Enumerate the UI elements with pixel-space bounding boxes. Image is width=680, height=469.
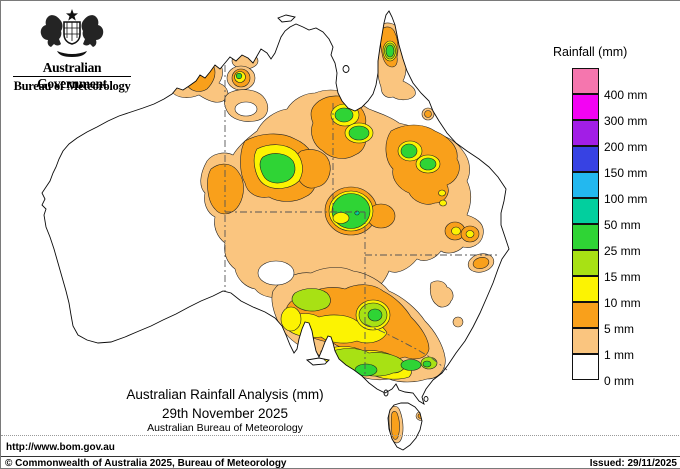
rainfall-contours [149, 22, 495, 444]
footer-divider [1, 456, 680, 457]
bureau-title: Bureau of Meteorology [13, 79, 131, 93]
legend-title: Rainfall (mm) [553, 45, 628, 59]
coastline [41, 10, 510, 451]
legend-swatch-10 [572, 276, 599, 302]
legend-swatch-100 [572, 172, 599, 198]
map-title: Australian Rainfall Analysis (mm) [126, 387, 324, 402]
legend-label-200: 200 mm [604, 140, 648, 154]
legend-label-5: 5 mm [604, 322, 634, 336]
state-borders [224, 65, 500, 377]
legend-swatch-1 [572, 328, 599, 354]
legend-swatch-5 [572, 302, 599, 328]
legend-label-150: 150 mm [604, 166, 648, 180]
map-organisation: Australian Bureau of Meteorology [147, 422, 303, 434]
legend-swatch-25 [572, 224, 599, 250]
legend-label-300: 300 mm [604, 114, 648, 128]
bom-url: http://www.bom.gov.au [6, 442, 115, 453]
legend-label-0: 0 mm [604, 374, 634, 388]
legend-swatch-200 [572, 120, 599, 146]
legend-label-15: 15 mm [604, 270, 641, 284]
legend-label-1: 1 mm [604, 348, 634, 362]
issued-date: Issued: 29/11/2025 [589, 458, 677, 469]
legend-label-10: 10 mm [604, 296, 641, 310]
header-divider [13, 76, 131, 77]
legend-label-50: 50 mm [604, 218, 641, 232]
government-title: Australian Government [37, 60, 107, 91]
copyright-text: © Commonwealth of Australia 2025, Bureau… [5, 458, 287, 469]
legend-swatch-400 [572, 68, 599, 94]
legend-swatch-0 [572, 354, 599, 380]
legend-label-100: 100 mm [604, 192, 648, 206]
legend-swatch-50 [572, 198, 599, 224]
legend-swatch-15 [572, 250, 599, 276]
legend-label-25: 25 mm [604, 244, 641, 258]
legend-label-400: 400 mm [604, 88, 648, 102]
legend-swatch-300 [572, 94, 599, 120]
footer-dotted-divider [1, 435, 680, 436]
legend-swatch-150 [572, 146, 599, 172]
coat-of-arms-icon [40, 9, 104, 57]
map-date: 29th November 2025 [161, 406, 289, 421]
